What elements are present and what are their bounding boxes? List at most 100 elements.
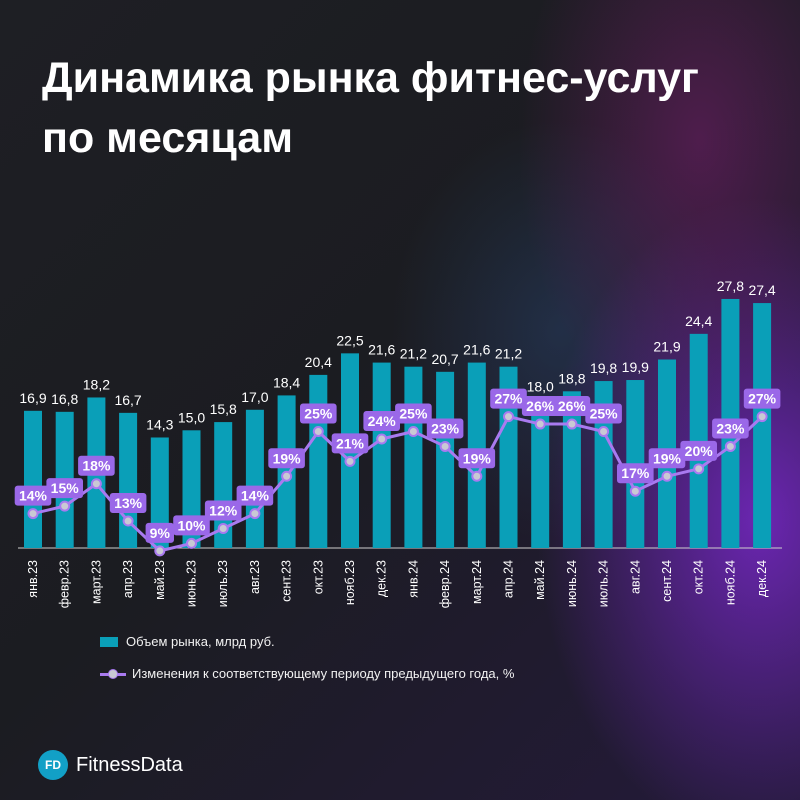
- x-tick-label: февр.24: [438, 560, 452, 608]
- line-point: [534, 418, 546, 430]
- line-value-label: 20%: [685, 443, 714, 459]
- bar-value-label: 20,4: [305, 354, 332, 370]
- bar: [436, 371, 455, 548]
- bar: [150, 437, 169, 548]
- line-point: [503, 411, 514, 423]
- line-label-box: [521, 396, 559, 417]
- bar-value-label: 20,7: [431, 351, 458, 367]
- bar-value-label: 21,6: [368, 342, 395, 358]
- line-point: [566, 418, 578, 430]
- line-label-box: [173, 515, 210, 536]
- x-tick-label: янв.23: [26, 560, 40, 598]
- bar: [245, 409, 264, 548]
- line-value-label: 26%: [526, 398, 555, 414]
- bar-value-label: 27,4: [748, 282, 775, 298]
- legend-bar-label: Объем рынка, млрд руб.: [126, 634, 275, 649]
- line-label-box: [14, 485, 52, 506]
- line-point: [439, 440, 451, 452]
- bar-value-label: 24,4: [685, 313, 712, 329]
- bar: [24, 410, 42, 548]
- bar-value-label: 21,2: [495, 346, 522, 362]
- bar-value-label: 16,9: [19, 390, 46, 406]
- bar-value-label: 16,7: [114, 392, 141, 408]
- line-point: [344, 455, 356, 467]
- bar-value-label: 18,2: [83, 376, 110, 392]
- line-point: [186, 537, 197, 549]
- legend-bar-swatch: [100, 636, 118, 647]
- x-tick-label: янв.24: [406, 560, 420, 598]
- bar-value-label: 18,0: [527, 379, 554, 395]
- line-value-label: 12%: [209, 503, 238, 519]
- line-point: [407, 426, 419, 438]
- line-value-label: 27%: [748, 391, 777, 407]
- line-label-box: [268, 448, 305, 469]
- x-tick-label: сент.23: [280, 560, 294, 602]
- line-value-label: 19%: [463, 450, 492, 466]
- bar: [531, 399, 550, 548]
- line-point: [27, 508, 39, 520]
- line-value-label: 17%: [621, 465, 650, 481]
- change-line: [32, 415, 764, 553]
- line-value-label: 14%: [241, 488, 270, 504]
- bar-value-label: 18,4: [273, 374, 300, 390]
- legend-line-swatch: [100, 668, 126, 680]
- line-value-label: 19%: [273, 450, 302, 466]
- line-label-box: [46, 478, 83, 499]
- line-label-box: [458, 448, 496, 469]
- brand-name: FitnessData: [76, 753, 183, 776]
- line-value-label: 23%: [431, 420, 460, 436]
- line-value-label: 10%: [177, 517, 206, 533]
- line-value-label: 25%: [399, 406, 428, 422]
- line-point: [312, 426, 324, 438]
- x-tick-label: дек.24: [755, 560, 769, 597]
- x-tick-label: апр.23: [121, 560, 135, 598]
- x-tick-label: нояб.24: [723, 560, 737, 605]
- line-point: [122, 515, 134, 527]
- x-tick-label: июнь.24: [565, 560, 579, 607]
- bar: [753, 303, 772, 548]
- bar-value-label: 22,5: [336, 332, 363, 348]
- line-point: [693, 463, 705, 475]
- line-value-label: 14%: [19, 488, 48, 504]
- line-label-box: [300, 403, 337, 424]
- line-value-label: 27%: [494, 391, 523, 407]
- line-label-box: [585, 403, 622, 424]
- line-label-box: [712, 418, 749, 439]
- line-value-label: 21%: [336, 435, 365, 451]
- line-point: [59, 500, 71, 512]
- line-label-box: [331, 433, 369, 454]
- x-tick-label: март.24: [470, 560, 484, 604]
- bar: [499, 366, 518, 548]
- bar: [404, 366, 423, 548]
- bar: [562, 391, 581, 548]
- x-tick-label: май.24: [533, 560, 547, 600]
- line-label-box: [426, 418, 464, 439]
- bar-value-label: 15,0: [178, 409, 205, 425]
- legend-line-label: Изменения к соответствующему периоду пре…: [132, 666, 515, 681]
- line-value-label: 19%: [653, 450, 682, 466]
- x-tick-label: окт.24: [692, 560, 706, 594]
- brand-logo: FD: [38, 750, 68, 780]
- line-label-box: [553, 396, 591, 417]
- x-tick-label: июль.24: [597, 560, 611, 607]
- x-tick-label: июль.23: [216, 560, 230, 607]
- page-title: Динамика рынка фитнес-услуг по месяцам: [42, 54, 699, 162]
- line-value-label: 23%: [716, 420, 745, 436]
- line-value-label: 24%: [368, 413, 397, 429]
- bar-value-label: 16,8: [51, 391, 78, 407]
- line-label-box: [490, 388, 527, 409]
- line-point: [598, 426, 610, 438]
- x-tick-label: май.23: [153, 560, 167, 600]
- line-value-label: 13%: [114, 495, 143, 511]
- bar-value-label: 19,9: [622, 359, 649, 375]
- line-label-box: [109, 493, 147, 514]
- x-tick-label: февр.23: [58, 560, 72, 608]
- bar: [309, 374, 328, 548]
- line-value-label: 9%: [150, 525, 171, 541]
- bar-value-label: 21,2: [400, 346, 427, 362]
- line-point: [756, 411, 768, 423]
- line-value-label: 15%: [51, 480, 80, 496]
- x-tick-label: март.23: [89, 560, 103, 604]
- bar-value-label: 17,0: [241, 389, 268, 405]
